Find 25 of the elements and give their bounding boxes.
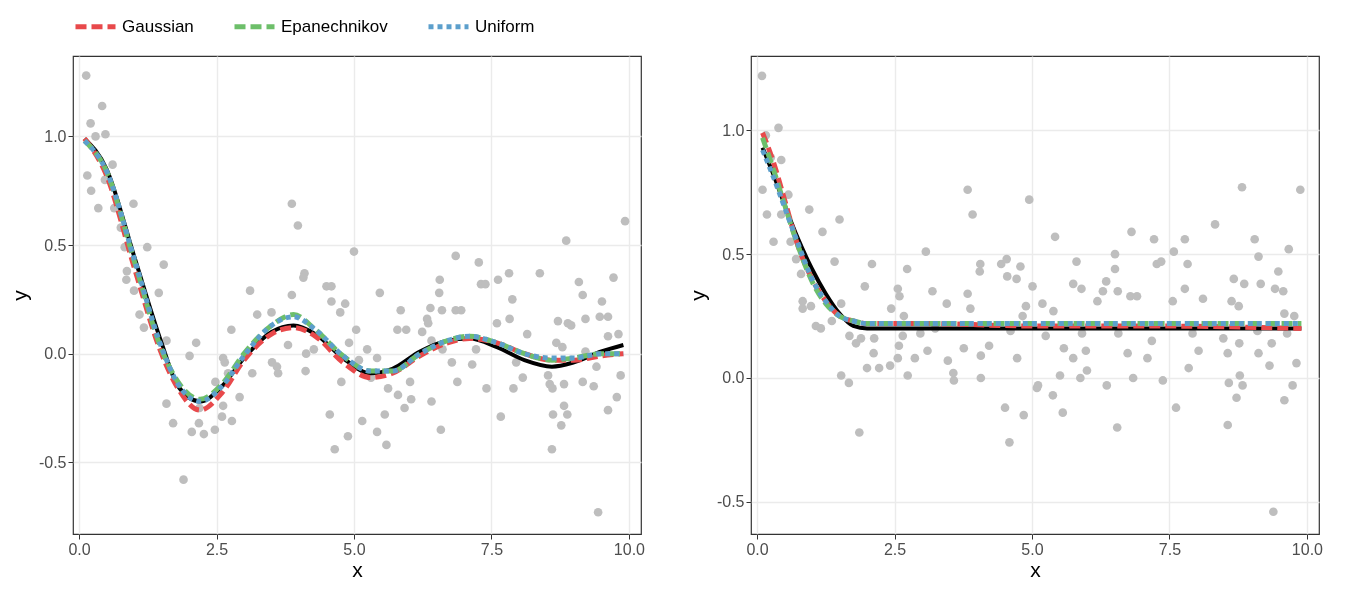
y-tick-label: 1.0	[44, 127, 67, 145]
x-tick-label: 10.0	[1291, 540, 1324, 558]
y-tick-label: -0.5	[38, 453, 67, 471]
y-axis-title: y	[7, 289, 31, 301]
x-tick-label: 2.5	[883, 540, 907, 558]
x-tick-label: 2.5	[205, 540, 229, 558]
y-tick-label: 0.5	[44, 236, 67, 254]
y-tick-label: 1.0	[722, 121, 745, 139]
x-axis-title: x	[1030, 557, 1042, 581]
y-tick-label: 0.0	[44, 345, 67, 363]
y-tick-label: 0.5	[722, 245, 745, 263]
legend-label: Epanechnikov	[281, 16, 389, 36]
x-tick-label: 7.5	[1158, 540, 1182, 558]
x-tick-label: 0.0	[746, 540, 769, 558]
y-tick-label: -0.5	[716, 493, 745, 511]
x-tick-label: 0.0	[68, 540, 91, 558]
x-tick-label: 7.5	[480, 540, 504, 558]
legend-label: Gaussian	[122, 16, 194, 36]
y-tick-label: 0.0	[722, 369, 745, 387]
y-axis-title: y	[685, 289, 709, 301]
x-tick-label: 5.0	[1021, 540, 1044, 558]
x-tick-label: 10.0	[613, 540, 646, 558]
legend-label: Uniform	[475, 16, 535, 36]
x-tick-label: 5.0	[343, 540, 366, 558]
x-axis-title: x	[352, 557, 364, 581]
